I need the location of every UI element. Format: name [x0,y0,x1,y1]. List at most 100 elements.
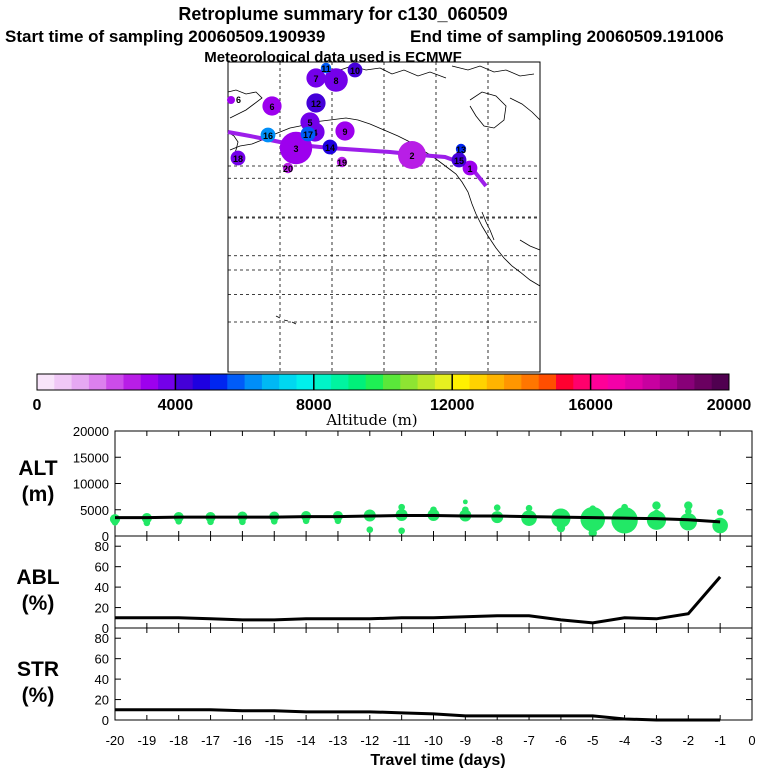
x-tick-label: -4 [619,733,631,748]
scatter-point [580,506,606,532]
cluster-label: 2 [409,151,414,161]
cluster-label: 1 [467,164,472,174]
colorbar-tick-label: 0 [33,397,42,414]
coast-us-west [439,161,489,237]
y-tick-label: 80 [95,631,109,646]
trajectory-cluster: 6 [262,96,282,116]
cluster-marker [324,68,348,92]
cluster-marker [336,156,348,168]
cluster-marker [262,96,282,116]
coast-hawaii [275,315,297,325]
coast-labrador [509,97,541,121]
x-tick-label: -11 [393,733,411,748]
colorbar-swatch [504,374,522,390]
colorbar-swatch [383,374,401,390]
scatter-point [525,504,533,512]
cluster-label: 5 [307,118,312,128]
colorbar-swatch [296,374,315,390]
scatter-point [556,523,566,533]
colorbar-swatch [590,374,609,390]
scatter-point [588,528,597,538]
colorbar-swatch [486,374,505,390]
colorbar-swatch [365,374,384,390]
panel-frame [114,627,753,721]
cluster-label: 7 [313,74,318,84]
colorbar-swatch [469,374,488,390]
coast-mexico [487,235,541,287]
x-tick-label: -9 [460,733,472,748]
trajectory-cluster: 1 [462,160,478,176]
cluster-label: 8 [333,76,338,86]
coast-gulf [519,239,541,251]
scatter-point [462,506,469,514]
x-tick-label: -17 [201,733,220,748]
colorbar-swatch [556,374,574,390]
x-tick-label: -2 [683,733,695,748]
y-tick-label: 60 [95,560,109,575]
scatter-point [652,501,661,510]
scatter-point [716,509,724,516]
scatter-point [207,518,214,526]
colorbar-swatch [417,374,436,390]
x-tick-label: -18 [169,733,188,748]
trajectory-map: 12345678910111213141516171819206 [227,61,541,373]
scatter-point [646,510,667,530]
scatter-point [611,507,638,534]
scatter-point [143,519,151,527]
colorbar-swatch [158,374,176,390]
trajectory-cluster: 17 [300,126,316,142]
scatter-point [398,527,405,535]
cluster-marker [282,162,294,174]
scatter-point [239,518,246,526]
trajectory-cluster: 2 [398,141,426,169]
panel-label: STR [17,658,59,681]
scatter-point [653,509,660,517]
scatter-point [334,517,342,525]
x-tick-label: -7 [523,733,535,748]
cluster-label: 18 [233,154,243,164]
scatter-point [679,513,697,531]
x-tick-label: -6 [555,733,567,748]
trajectory-cluster: 8 [324,68,348,92]
colorbar-swatch [140,374,159,390]
cluster-marker [260,127,276,143]
alt-panel: 0 5000 10000 15000 20000 ALT (m) [18,424,753,544]
trajectory-cluster: 9 [335,121,355,141]
panel-frame [114,535,753,629]
colorbar-swatch [677,374,695,390]
x-axis-tick-labels: -20 -19 -18 -17 -16 -15 -14 -13 -12 -11 -10 -9 -8 -7-… [106,733,756,748]
colorbar-swatch [694,374,713,390]
scatter-point [302,517,310,525]
colorbar-swatch [400,374,419,390]
scatter-point [621,503,628,511]
colorbar-tick-labels: 0 4000 8000 12000 16000 20000 [33,397,752,414]
cluster-label: 6 [269,102,274,112]
colorbar-swatch [452,374,470,390]
colorbar-swatch [279,374,297,390]
cluster-label: 14 [325,143,335,153]
scatter-point [462,499,468,505]
coast-alaska [227,89,263,119]
cluster-marker [230,150,246,166]
colorbar-swatch [331,374,349,390]
trajectory-cluster: 11 [320,62,332,74]
y-tick-label: 20 [95,693,109,708]
colorbar-swatch [642,374,661,390]
trajectory-cluster: 19 [336,156,348,168]
cluster-label: 3 [293,144,298,154]
colorbar-tick-label: 8000 [296,397,332,414]
scatter-point [684,501,693,510]
colorbar-swatch [175,374,194,390]
x-tick-label: -1 [714,733,726,748]
y-tick-label: 40 [95,672,109,687]
coast-hudson [469,91,507,129]
x-tick-label: -16 [233,733,252,748]
cluster-marker [322,139,338,155]
colorbar-swatch [106,374,124,390]
scatter-point [430,506,437,514]
colorbar-swatch [192,374,211,390]
start-time-label: Start time of sampling 20060509.190939 [5,27,325,46]
trajectory-cluster: 5 [300,112,320,132]
x-tick-label: -3 [651,733,663,748]
